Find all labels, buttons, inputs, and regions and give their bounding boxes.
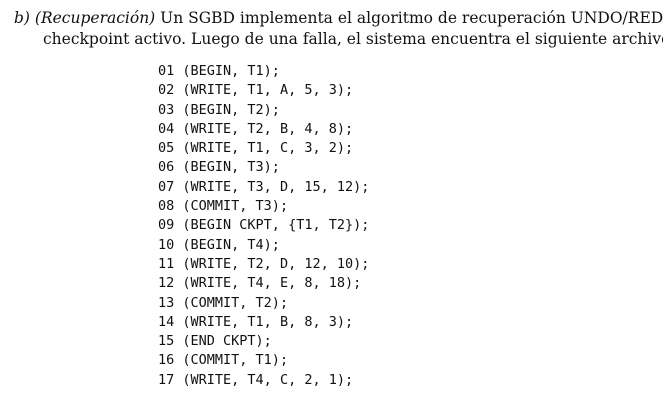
log-entry-number: 08	[158, 198, 175, 215]
log-entry-number: 03	[158, 101, 175, 118]
log-entry-text: (WRITE, T1, A, 5, 3);	[182, 82, 354, 99]
log-entry: 05 (WRITE, T1, C, 3, 2);	[158, 139, 369, 158]
log-entry-text: (WRITE, T2, D, 12, 10);	[182, 255, 370, 272]
log-entry-text: (WRITE, T4, C, 2, 1);	[182, 371, 354, 388]
log-entry-number: 02	[158, 82, 175, 99]
log-entry-text: (BEGIN, T2);	[182, 101, 280, 118]
log-entry: 15 (END CKPT);	[158, 332, 369, 351]
log-entry-text: (COMMIT, T2);	[182, 294, 289, 311]
log-entry-number: 01	[158, 63, 175, 79]
log-entry-number: 04	[158, 120, 175, 137]
log-entry-text: (BEGIN CKPT, {T1, T2});	[182, 217, 370, 234]
statement-line-1: b) (Recuperación) Un SGBD implementa el …	[14, 8, 663, 29]
log-entry-number: 12	[158, 275, 175, 292]
statement-line-2: checkpoint activo. Luego de una falla, e…	[14, 29, 663, 50]
log-entry-number: 05	[158, 140, 175, 157]
log-file: 01 (BEGIN, T1); 02 (WRITE, T1, A, 5, 3); 0…	[158, 62, 369, 390]
log-entry-text: (BEGIN, T4);	[182, 236, 280, 253]
statement-text-1: Un SGBD implementa el algoritmo de recup…	[155, 9, 663, 27]
log-entry-text: (WRITE, T2, B, 4, 8);	[182, 120, 354, 137]
exercise-subtitle: (Recuperación)	[34, 9, 156, 27]
log-entry-number: 15	[158, 333, 175, 350]
log-entry-text: (WRITE, T1, B, 8, 3);	[182, 313, 354, 330]
log-entry-number: 13	[158, 294, 175, 311]
log-entry: 04 (WRITE, T2, B, 4, 8);	[158, 120, 369, 139]
log-entry: 09 (BEGIN CKPT, {T1, T2});	[158, 216, 369, 235]
log-entry: 07 (WRITE, T3, D, 15, 12);	[158, 178, 369, 197]
log-entry-text: (WRITE, T4, E, 8, 18);	[182, 275, 362, 292]
exercise-statement: b) (Recuperación) Un SGBD implementa el …	[14, 8, 663, 50]
log-entry: 11 (WRITE, T2, D, 12, 10);	[158, 255, 369, 274]
log-entry: 17 (WRITE, T4, C, 2, 1);	[158, 371, 369, 390]
log-entry-number: 16	[158, 352, 175, 369]
log-entry-number: 06	[158, 159, 175, 176]
log-entry-number: 17	[158, 371, 175, 388]
log-entry: 03 (BEGIN, T2);	[158, 101, 369, 120]
log-entry-number: 10	[158, 236, 175, 253]
log-entry-number: 07	[158, 178, 175, 195]
log-entry-number: 09	[158, 217, 175, 234]
log-entry: 01 (BEGIN, T1);	[158, 62, 369, 81]
log-entry: 06 (BEGIN, T3);	[158, 158, 369, 177]
log-entry-text: (BEGIN, T3);	[182, 159, 280, 176]
log-entry-text: (END CKPT);	[182, 333, 272, 350]
log-entry-text: (BEGIN, T1);	[182, 63, 280, 79]
log-entry-text: (WRITE, T3, D, 15, 12);	[182, 178, 370, 195]
statement-text-2: checkpoint activo. Luego de una falla, e…	[43, 30, 663, 48]
log-entry: 16 (COMMIT, T1);	[158, 351, 369, 370]
log-entry-text: (COMMIT, T3);	[182, 198, 289, 215]
log-entry-number: 11	[158, 255, 175, 272]
exercise-label: b)	[14, 9, 30, 27]
log-entry: 12 (WRITE, T4, E, 8, 18);	[158, 274, 369, 293]
log-entry-text: (COMMIT, T1);	[182, 352, 289, 369]
log-entry-number: 14	[158, 313, 175, 330]
log-entry: 14 (WRITE, T1, B, 8, 3);	[158, 313, 369, 332]
log-entry: 02 (WRITE, T1, A, 5, 3);	[158, 81, 369, 100]
log-entry: 08 (COMMIT, T3);	[158, 197, 369, 216]
log-entry: 13 (COMMIT, T2);	[158, 294, 369, 313]
log-entry: 10 (BEGIN, T4);	[158, 236, 369, 255]
log-entry-text: (WRITE, T1, C, 3, 2);	[182, 140, 354, 157]
